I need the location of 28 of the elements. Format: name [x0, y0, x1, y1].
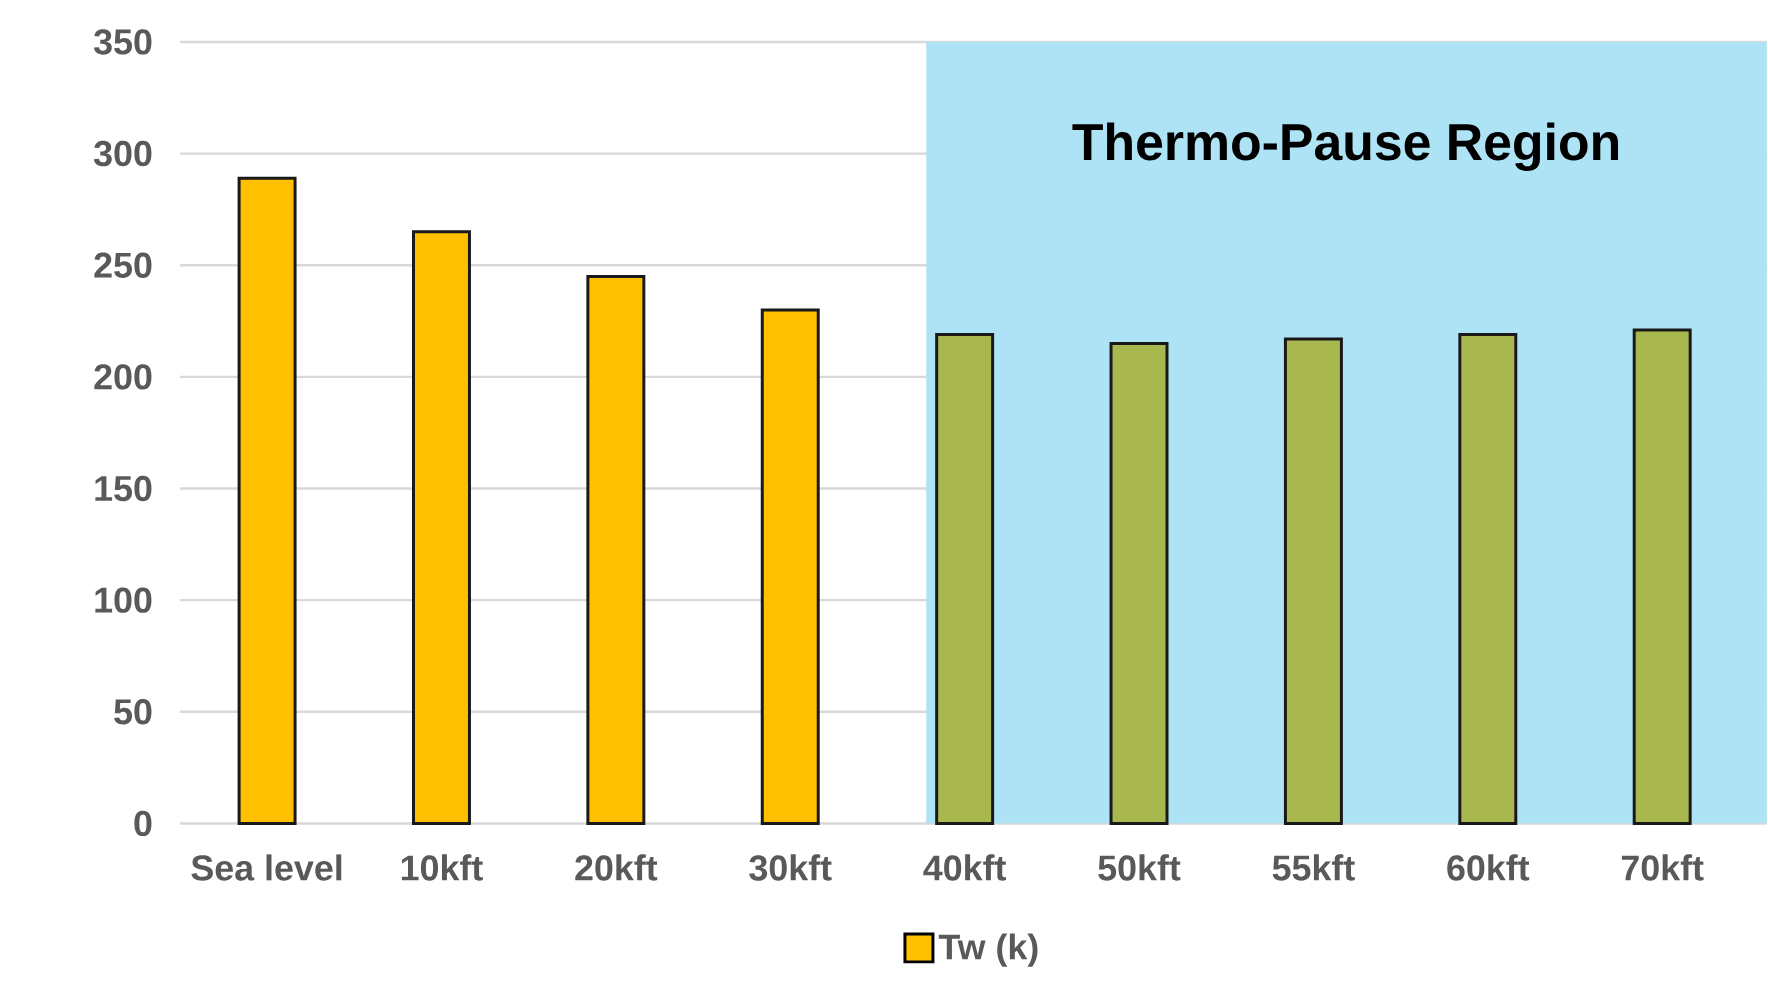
bar	[1458, 332, 1518, 825]
x-tick-label: Sea level	[191, 854, 342, 881]
y-tick-label: 100	[95, 587, 152, 613]
bar	[1283, 337, 1343, 825]
x-tick-label: 20kft	[575, 854, 658, 881]
y-tick-label: 250	[94, 252, 152, 278]
y-tick-label: 0	[134, 810, 152, 836]
bar	[1632, 328, 1692, 825]
x-tick-label: 55kft	[1272, 854, 1355, 881]
bar	[760, 308, 820, 825]
band-label: Thermo-Pause Region	[1072, 122, 1619, 171]
y-tick-label: 350	[93, 29, 152, 55]
bar	[586, 274, 646, 825]
bar	[935, 332, 995, 825]
bar	[237, 176, 297, 825]
legend-label: Tw (k)	[938, 933, 1038, 967]
x-tick-label: 30kft	[749, 854, 832, 881]
y-tick-label: 300	[93, 140, 152, 167]
bar	[411, 230, 471, 825]
y-tick-label: 200	[94, 364, 152, 390]
x-tick-label: 60kft	[1447, 854, 1530, 881]
x-tick-label: 40kft	[923, 854, 1007, 881]
x-tick-label: 50kft	[1098, 854, 1181, 881]
y-tick-label: 150	[95, 475, 152, 502]
x-tick-label: 10kft	[401, 854, 483, 881]
x-tick-label: 70kft	[1621, 854, 1704, 881]
y-tick-label: 50	[114, 698, 152, 725]
bar	[1109, 341, 1169, 825]
